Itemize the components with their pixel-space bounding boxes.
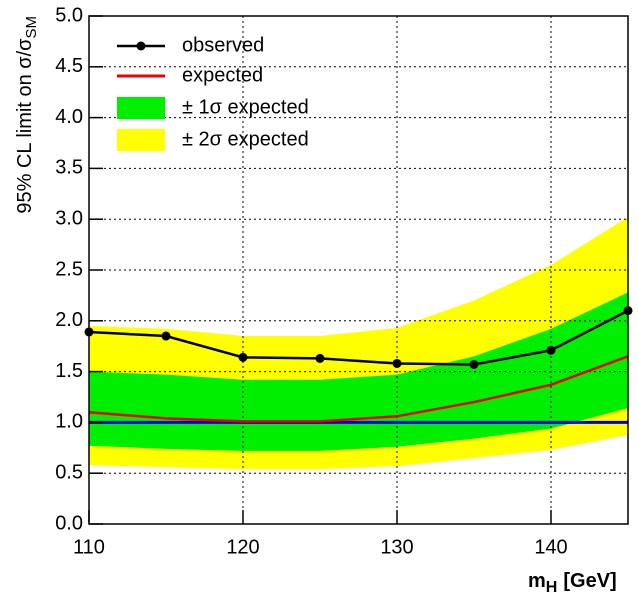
y-tick-label: 5.0 [55, 4, 83, 26]
legend-label: ± 2σ expected [182, 128, 309, 150]
band [89, 292, 628, 451]
y-tick-label: 0.0 [55, 512, 83, 534]
legend-swatch [136, 41, 146, 51]
legend-label: observed [182, 34, 264, 56]
legend-label: expected [182, 64, 263, 86]
legend-label: ± 1σ expected [182, 96, 309, 118]
y-tick-label: 2.0 [55, 309, 83, 331]
y-label-main: 95% CL limit on σ/σ [14, 38, 36, 214]
data-point [546, 345, 556, 355]
data-point [161, 331, 171, 341]
y-tick-label: 1.0 [55, 411, 83, 433]
y-tick-label: 4.5 [55, 55, 83, 77]
y-tick-label: 3.0 [55, 207, 83, 229]
legend-swatch [117, 129, 165, 151]
y-tick-label: 2.5 [55, 258, 83, 280]
x-tick-label: 140 [534, 536, 567, 558]
x-tick-label: 130 [380, 536, 413, 558]
data-point [238, 352, 248, 362]
y-tick-label: 3.5 [55, 157, 83, 179]
legend-swatch [117, 97, 165, 119]
x-tick-label: 120 [226, 536, 259, 558]
x-tick-label: 110 [73, 536, 105, 558]
x-label-unit: [GeV] [563, 570, 616, 592]
series-line [88, 309, 629, 366]
series-line [88, 355, 629, 423]
y-tick-label: 1.5 [55, 360, 83, 382]
y-label-sub: SM [23, 16, 40, 39]
y-tick-label: 4.0 [55, 106, 83, 128]
y-tick-label: 0.5 [55, 461, 83, 483]
data-point [469, 359, 479, 369]
y-axis-label: 95% CL limit on σ/σSM [14, 16, 40, 214]
x-axis-label: mH [GeV] [528, 570, 617, 596]
x-label-main: m [528, 570, 546, 592]
x-label-sub: H [546, 579, 558, 596]
data-point [315, 353, 325, 363]
data-point [392, 358, 402, 368]
